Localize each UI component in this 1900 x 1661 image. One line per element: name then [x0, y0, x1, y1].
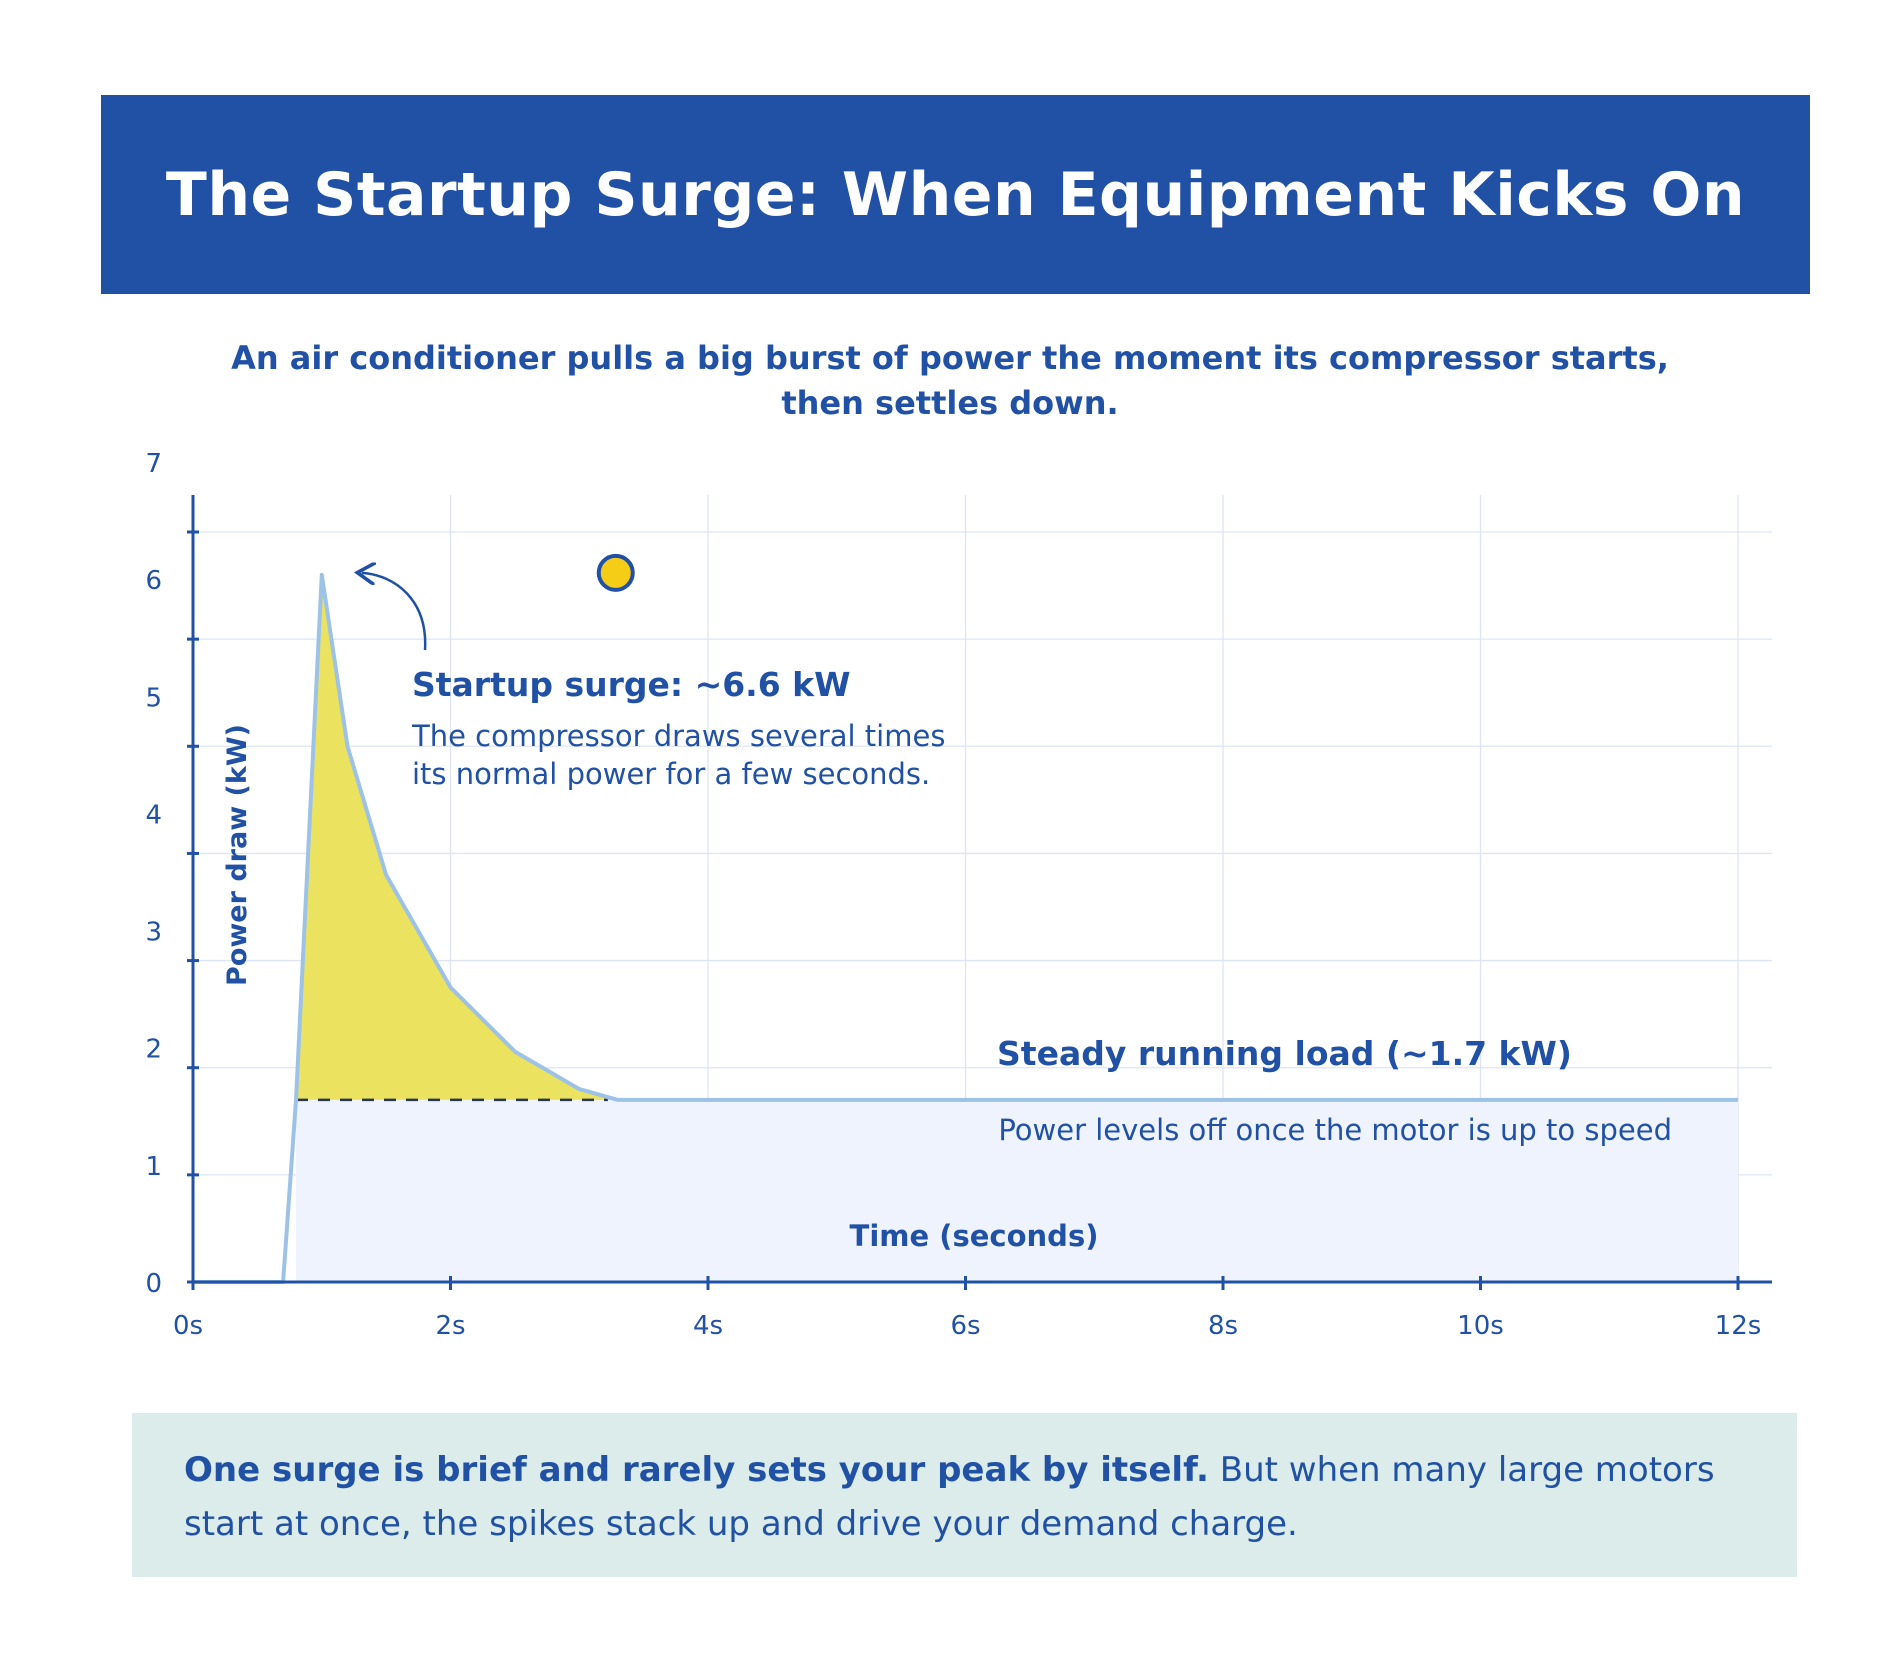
- y-tick-label: 0: [145, 1269, 162, 1299]
- subtitle-line-1: An air conditioner pulls a big burst of …: [231, 339, 1669, 377]
- y-tick-label: 5: [145, 683, 162, 713]
- y-axis-label: Power draw (kW): [222, 724, 253, 986]
- axes: [187, 495, 1772, 1290]
- x-tick-label: 8s: [1208, 1311, 1238, 1341]
- surge-callout-arrow: [362, 573, 427, 651]
- surge-annotation-line-2: its normal power for a few seconds.: [412, 757, 930, 791]
- steady-annotation-title: Steady running load (~1.7 kW): [997, 1034, 1572, 1073]
- x-tick-label: 12s: [1715, 1311, 1762, 1341]
- footer-bold-text: One surge is brief and rarely sets your …: [184, 1450, 1209, 1490]
- y-tick-label: 3: [145, 918, 162, 948]
- surge-annotation-line-1: The compressor draws several times: [411, 719, 945, 753]
- subtitle-line-2: then settles down.: [781, 384, 1119, 422]
- x-tick-label: 6s: [950, 1311, 980, 1341]
- y-tick-label: 6: [145, 566, 162, 596]
- tick-labels: 0 1 2 3 4 5 6 7 0s 2s 4s 6s 8s 10s 12s: [145, 449, 1761, 1341]
- y-tick-label: 2: [145, 1035, 162, 1065]
- y-tick-label: 4: [145, 800, 162, 830]
- x-tick-label: 2s: [435, 1311, 465, 1341]
- x-tick-label: 0s: [173, 1311, 203, 1341]
- surge-area: [296, 574, 618, 1100]
- footer-text: But when many large motors start at once…: [184, 1450, 1715, 1544]
- x-axis-label: Time (seconds): [850, 1219, 1099, 1253]
- title-banner: The Startup Surge: When Equipment Kicks …: [101, 95, 1810, 294]
- page-title: The Startup Surge: When Equipment Kicks …: [165, 159, 1746, 230]
- steady-load-area: [296, 1099, 1738, 1282]
- y-tick-label: 7: [145, 449, 162, 479]
- steady-annotation-text: Power levels off once the motor is up to…: [998, 1113, 1672, 1147]
- surge-annotation-title: Startup surge: ~6.6 kW: [412, 665, 851, 704]
- subtitle: An air conditioner pulls a big burst of …: [150, 336, 1750, 426]
- x-tick-label: 4s: [693, 1311, 723, 1341]
- y-tick-label: 1: [145, 1152, 162, 1182]
- peak-marker: [596, 553, 635, 592]
- x-tick-label: 10s: [1457, 1311, 1504, 1341]
- power-curve-line: [193, 572, 1738, 1284]
- power-chart: 0 1 2 3 4 5 6 7 0s 2s 4s 6s 8s 10s 12s Power draw (kW)…: [145, 449, 1772, 1341]
- footer-callout: One surge is brief and rarely sets your …: [132, 1413, 1797, 1577]
